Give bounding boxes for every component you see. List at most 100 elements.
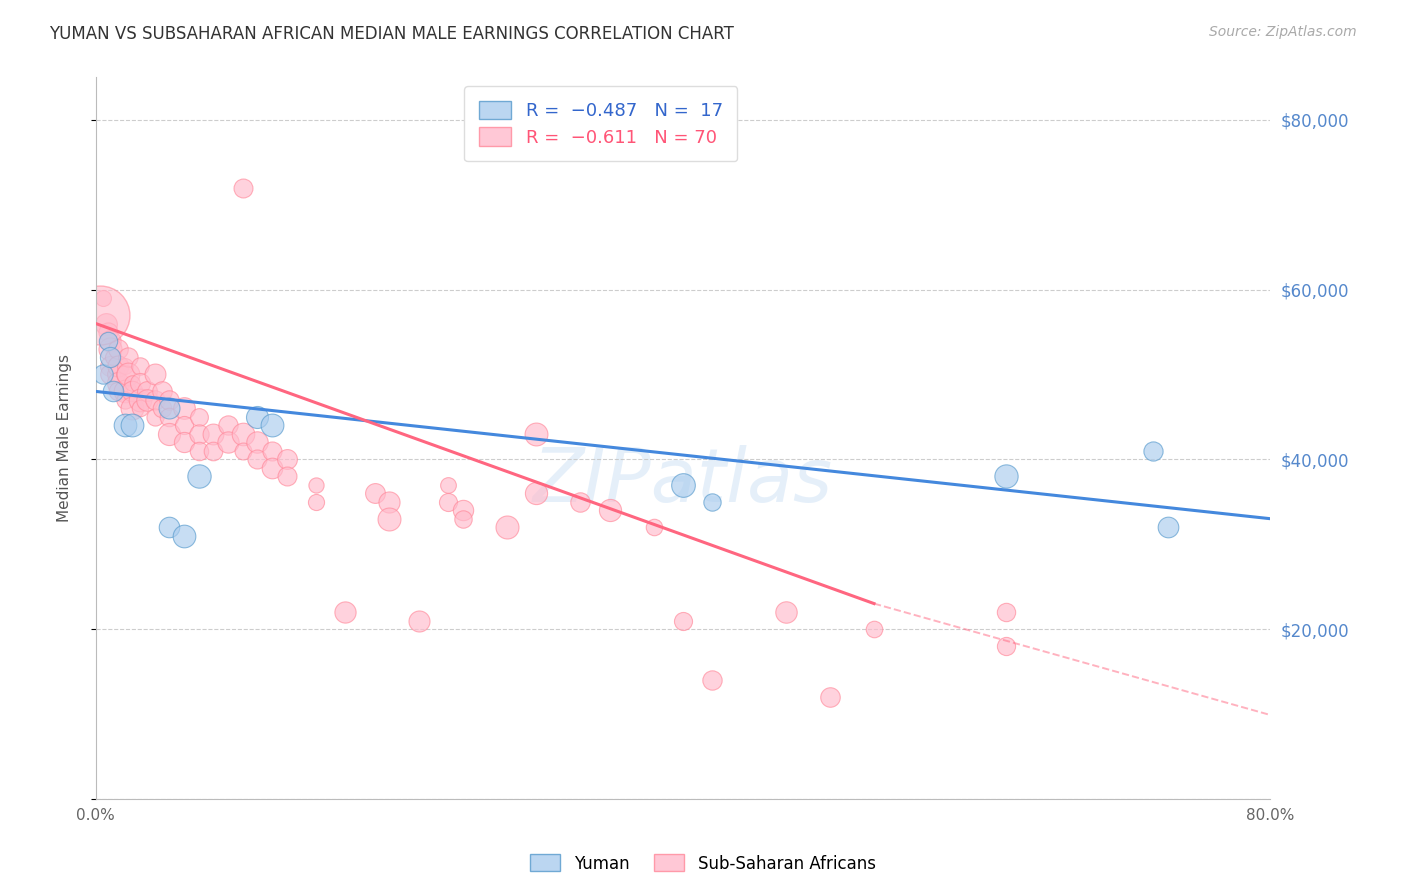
Point: [121, 418, 143, 433]
Point: [114, 384, 136, 399]
Point: [150, 401, 173, 416]
Point: [378, 494, 401, 508]
Point: [157, 401, 180, 416]
Point: [217, 418, 239, 433]
Point: [100, 334, 122, 348]
Point: [107, 359, 129, 373]
Point: [260, 443, 283, 458]
Y-axis label: Median Male Earnings: Median Male Earnings: [58, 354, 72, 522]
Point: [121, 376, 143, 390]
Point: [276, 469, 298, 483]
Point: [94, 317, 117, 331]
Point: [136, 384, 159, 399]
Point: [232, 426, 254, 441]
Point: [437, 477, 460, 491]
Point: [524, 426, 547, 441]
Point: [128, 376, 150, 390]
Point: [702, 673, 724, 687]
Point: [232, 443, 254, 458]
Point: [451, 503, 474, 517]
Point: [121, 384, 143, 399]
Point: [1157, 520, 1180, 534]
Point: [1142, 443, 1164, 458]
Point: [187, 409, 209, 424]
Point: [378, 512, 401, 526]
Point: [702, 494, 724, 508]
Point: [96, 334, 118, 348]
Point: [128, 401, 150, 416]
Point: [232, 180, 254, 194]
Point: [117, 368, 139, 382]
Point: [643, 520, 665, 534]
Point: [276, 452, 298, 467]
Point: [524, 486, 547, 500]
Point: [187, 426, 209, 441]
Point: [91, 368, 114, 382]
Point: [775, 605, 797, 619]
Point: [157, 392, 180, 407]
Point: [246, 409, 269, 424]
Point: [496, 520, 519, 534]
Point: [995, 639, 1018, 653]
Point: [114, 368, 136, 382]
Point: [599, 503, 621, 517]
Point: [114, 359, 136, 373]
Point: [100, 359, 122, 373]
Point: [143, 392, 166, 407]
Point: [107, 376, 129, 390]
Point: [117, 351, 139, 365]
Point: [202, 443, 225, 458]
Point: [157, 520, 180, 534]
Point: [246, 452, 269, 467]
Point: [863, 622, 886, 636]
Point: [672, 477, 695, 491]
Point: [100, 351, 122, 365]
Point: [157, 409, 180, 424]
Point: [335, 605, 357, 619]
Point: [451, 512, 474, 526]
Point: [672, 614, 695, 628]
Point: [107, 384, 129, 399]
Point: [173, 401, 195, 416]
Point: [173, 529, 195, 543]
Point: [114, 392, 136, 407]
Point: [89, 308, 111, 322]
Point: [100, 368, 122, 382]
Point: [128, 359, 150, 373]
Point: [143, 368, 166, 382]
Point: [260, 418, 283, 433]
Point: [107, 342, 129, 356]
Point: [103, 351, 125, 365]
Point: [202, 426, 225, 441]
Point: [128, 392, 150, 407]
Point: [114, 418, 136, 433]
Point: [150, 384, 173, 399]
Point: [187, 469, 209, 483]
Point: [143, 409, 166, 424]
Point: [260, 460, 283, 475]
Point: [217, 435, 239, 450]
Point: [437, 494, 460, 508]
Point: [569, 494, 592, 508]
Point: [121, 401, 143, 416]
Point: [136, 392, 159, 407]
Point: [91, 291, 114, 305]
Point: [187, 443, 209, 458]
Legend: R =  −0.487   N =  17, R =  −0.611   N = 70: R = −0.487 N = 17, R = −0.611 N = 70: [464, 87, 737, 161]
Point: [96, 325, 118, 339]
Point: [100, 342, 122, 356]
Point: [818, 690, 841, 704]
Text: YUMAN VS SUBSAHARAN AFRICAN MEDIAN MALE EARNINGS CORRELATION CHART: YUMAN VS SUBSAHARAN AFRICAN MEDIAN MALE …: [49, 25, 734, 43]
Text: ZIPatlas: ZIPatlas: [533, 445, 834, 517]
Point: [408, 614, 430, 628]
Legend: Yuman, Sub-Saharan Africans: Yuman, Sub-Saharan Africans: [523, 847, 883, 880]
Point: [157, 426, 180, 441]
Point: [246, 435, 269, 450]
Point: [995, 469, 1018, 483]
Point: [305, 477, 328, 491]
Point: [105, 368, 128, 382]
Point: [103, 384, 125, 399]
Point: [364, 486, 387, 500]
Point: [173, 418, 195, 433]
Text: Source: ZipAtlas.com: Source: ZipAtlas.com: [1209, 25, 1357, 39]
